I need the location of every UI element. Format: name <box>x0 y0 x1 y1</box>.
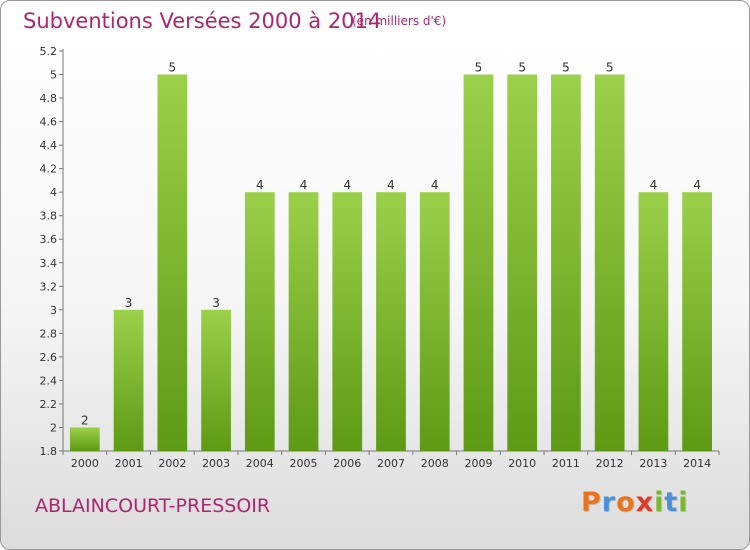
bar <box>69 427 100 451</box>
y-tick-label: 3 <box>50 304 57 317</box>
x-tick-label: 2001 <box>115 457 143 470</box>
y-tick-label: 4 <box>50 186 57 199</box>
y-tick-label: 2 <box>50 421 57 434</box>
x-tick-label: 2003 <box>202 457 230 470</box>
logo-letter: P <box>581 487 602 518</box>
commune-name: ABLAINCOURT-PRESSOIR <box>35 495 271 517</box>
y-tick-label: 1.8 <box>40 445 58 458</box>
data-label: 2 <box>81 413 89 427</box>
x-tick-label: 2006 <box>333 457 361 470</box>
x-tick-label: 2000 <box>71 457 99 470</box>
y-tick-label: 2.6 <box>40 351 58 364</box>
bar <box>244 192 275 452</box>
bar <box>682 192 713 452</box>
x-tick-label: 2002 <box>158 457 186 470</box>
x-tick-label: 2012 <box>596 457 624 470</box>
logo-letter: t <box>664 487 679 518</box>
logo-letter: r <box>601 487 617 518</box>
y-tick-label: 4.4 <box>40 139 58 152</box>
bar <box>288 192 319 452</box>
chart-title: Subventions Versées 2000 à 2014 <box>23 9 382 33</box>
y-tick-label: 3.8 <box>40 210 58 223</box>
bar <box>332 192 363 452</box>
data-label: 4 <box>256 178 264 192</box>
bar <box>201 309 231 451</box>
x-tick-label: 2008 <box>421 457 449 470</box>
y-tick-label: 3.6 <box>40 233 58 246</box>
chart-unit: (en milliers d'€) <box>352 14 447 28</box>
bar <box>113 309 144 451</box>
x-tick-label: 2014 <box>683 457 711 470</box>
data-label: 3 <box>125 296 133 310</box>
bar <box>594 74 625 451</box>
data-label: 5 <box>606 61 614 75</box>
bar <box>376 192 406 452</box>
data-label: 4 <box>693 178 701 192</box>
y-tick-label: 4.8 <box>40 92 58 105</box>
y-tick-label: 2.8 <box>40 327 58 340</box>
x-tick-label: 2013 <box>639 457 667 470</box>
logo-letter: i <box>654 487 665 518</box>
bar <box>551 74 581 451</box>
data-label: 4 <box>300 178 308 192</box>
y-tick-label: 4.2 <box>40 163 58 176</box>
y-tick-label: 3.2 <box>40 280 58 293</box>
data-label: 5 <box>475 61 483 75</box>
bar <box>463 74 494 451</box>
data-label: 4 <box>387 178 395 192</box>
bar <box>157 74 188 451</box>
data-label: 5 <box>169 61 177 75</box>
x-tick-label: 2005 <box>290 457 318 470</box>
logo-letter: i <box>678 487 689 518</box>
bar <box>419 192 450 452</box>
bar <box>638 192 669 452</box>
data-label: 5 <box>518 61 526 75</box>
y-tick-label: 3.4 <box>40 257 58 270</box>
data-label: 3 <box>212 296 220 310</box>
bar <box>507 74 538 451</box>
y-tick-label: 2.2 <box>40 398 58 411</box>
y-tick-label: 2.4 <box>40 374 58 387</box>
x-tick-label: 2011 <box>552 457 580 470</box>
proxiti-logo: Proxiti <box>581 487 689 518</box>
y-tick-label: 4.6 <box>40 116 58 129</box>
data-label: 4 <box>343 178 351 192</box>
y-tick-label: 5.2 <box>40 45 58 58</box>
logo-letter: x <box>635 487 655 518</box>
x-tick-label: 2007 <box>377 457 405 470</box>
data-label: 4 <box>431 178 439 192</box>
x-tick-label: 2010 <box>508 457 536 470</box>
x-tick-label: 2009 <box>464 457 492 470</box>
x-tick-label: 2004 <box>246 457 274 470</box>
data-label: 5 <box>562 61 570 75</box>
data-label: 4 <box>650 178 658 192</box>
logo-letter: o <box>616 487 636 518</box>
y-tick-label: 5 <box>50 69 57 82</box>
